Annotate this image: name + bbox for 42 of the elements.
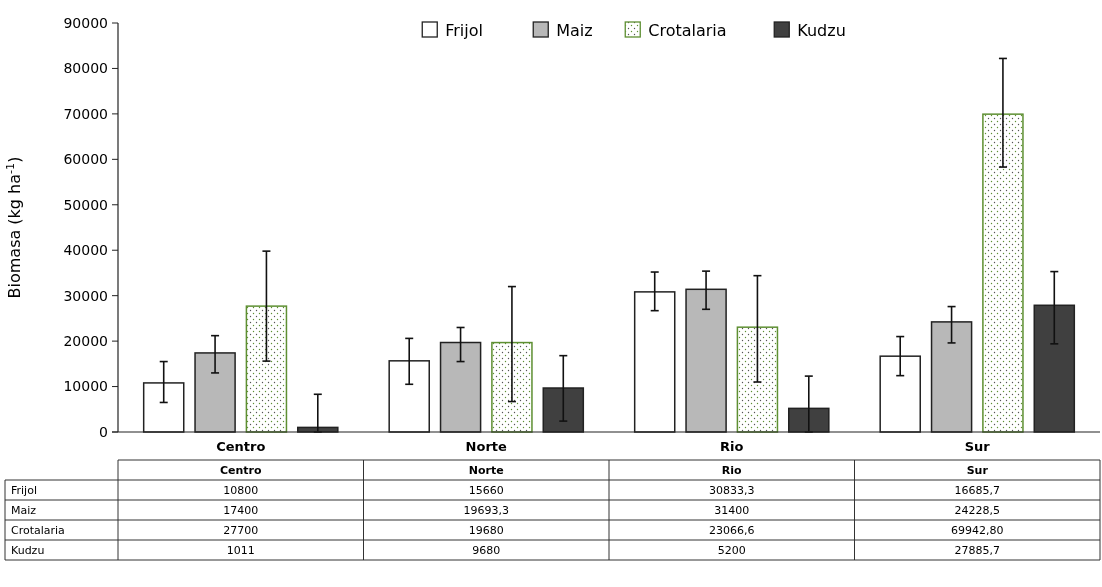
y-tick-label: 60000 xyxy=(63,151,108,168)
data-label: 27700 xyxy=(223,523,259,537)
data-label: 27885,7 xyxy=(954,543,1000,557)
data-label: 19693,3 xyxy=(463,503,509,517)
text: Maiz xyxy=(11,503,37,517)
data-label: 15660 xyxy=(468,483,504,497)
data-label: 1011 xyxy=(226,543,255,557)
data-label: 17400 xyxy=(223,503,259,517)
text: Frijol xyxy=(11,483,37,497)
y-tick-label: 70000 xyxy=(63,105,108,122)
category-label: Sur xyxy=(966,463,988,477)
legend-label: Crotalaria xyxy=(648,20,727,40)
legend-label: Kudzu xyxy=(797,20,846,40)
text: Kudzu xyxy=(11,543,45,557)
x-tick-label: Sur xyxy=(964,438,991,454)
y-tick-label: 40000 xyxy=(63,242,108,259)
category-label: Rio xyxy=(721,463,742,477)
y-tick-label: 20000 xyxy=(63,333,108,350)
data-label: 5200 xyxy=(717,543,746,557)
category-label: Norte xyxy=(468,463,504,477)
x-tick-label: Norte xyxy=(465,438,508,454)
text: Crotalaria xyxy=(11,523,65,537)
legend-label: Maiz xyxy=(556,20,593,40)
x-tick-label: Rio xyxy=(720,438,744,454)
data-label: 16685,7 xyxy=(954,483,1000,497)
y-tick-label: 80000 xyxy=(63,60,108,77)
data-label: 9680 xyxy=(472,543,501,557)
data-label: 19680 xyxy=(468,523,504,537)
y-tick-label: 90000 xyxy=(63,14,108,31)
y-tick-label: 10000 xyxy=(63,378,108,395)
data-label: 31400 xyxy=(714,503,750,517)
y-tick-label: 30000 xyxy=(63,287,108,304)
data-label: 30833,3 xyxy=(709,483,755,497)
category-label: Centro xyxy=(219,463,262,477)
data-label: 69942,80 xyxy=(951,523,1004,537)
data-label: 10800 xyxy=(223,483,259,497)
data-label: 24228,5 xyxy=(954,503,1000,517)
y-tick-label: 0 xyxy=(99,423,108,440)
x-tick-label: Centro xyxy=(216,438,266,454)
y-tick-label: 50000 xyxy=(63,196,108,213)
data-label: 23066,6 xyxy=(709,523,755,537)
legend-label: Frijol xyxy=(445,20,483,40)
